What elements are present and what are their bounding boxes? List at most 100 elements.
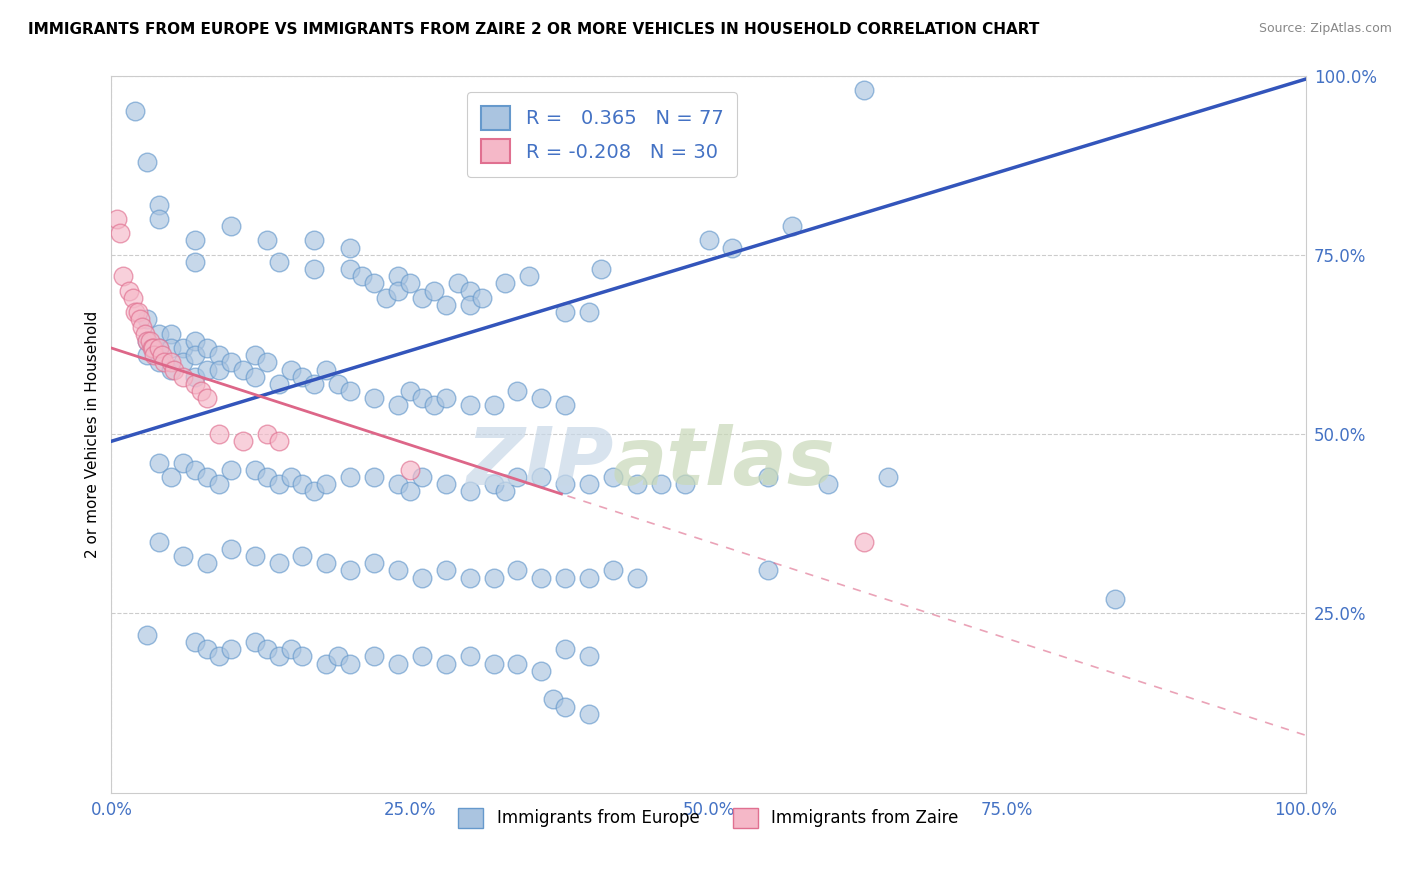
Point	[495, 484, 517, 499]
Point	[148, 341, 170, 355]
Point	[108, 227, 131, 241]
Point	[136, 154, 159, 169]
Point	[148, 456, 170, 470]
Point	[434, 391, 457, 405]
Point	[304, 484, 326, 499]
Point	[315, 477, 337, 491]
Point	[530, 570, 553, 584]
Legend: Immigrants from Europe, Immigrants from Zaire: Immigrants from Europe, Immigrants from …	[451, 801, 966, 835]
Point	[756, 470, 779, 484]
Point	[124, 104, 146, 119]
Point	[339, 563, 361, 577]
Point	[780, 219, 803, 233]
Point	[482, 398, 505, 412]
Point	[232, 362, 254, 376]
Point	[195, 391, 218, 405]
Point	[232, 434, 254, 449]
Point	[411, 570, 433, 584]
Point	[208, 348, 231, 362]
Point	[578, 706, 600, 721]
Point	[363, 391, 385, 405]
Point	[127, 305, 149, 319]
Point	[195, 470, 218, 484]
Text: atlas: atlas	[613, 424, 835, 502]
Point	[184, 635, 207, 649]
Point	[458, 398, 481, 412]
Text: IMMIGRANTS FROM EUROPE VS IMMIGRANTS FROM ZAIRE 2 OR MORE VEHICLES IN HOUSEHOLD : IMMIGRANTS FROM EUROPE VS IMMIGRANTS FRO…	[28, 22, 1039, 37]
Point	[756, 563, 779, 577]
Point	[118, 284, 141, 298]
Point	[184, 334, 207, 348]
Point	[411, 649, 433, 664]
Point	[817, 477, 839, 491]
Point	[162, 362, 184, 376]
Point	[160, 341, 183, 355]
Point	[554, 398, 576, 412]
Point	[267, 477, 290, 491]
Point	[578, 477, 600, 491]
Point	[423, 284, 446, 298]
Point	[256, 642, 278, 657]
Point	[219, 355, 242, 369]
Point	[256, 355, 278, 369]
Point	[876, 470, 898, 484]
Point	[243, 463, 266, 477]
Point	[387, 657, 409, 671]
Point	[142, 341, 165, 355]
Point	[339, 384, 361, 398]
Point	[578, 570, 600, 584]
Point	[291, 549, 314, 563]
Point	[219, 541, 242, 556]
Point	[363, 277, 385, 291]
Point	[315, 657, 337, 671]
Point	[184, 348, 207, 362]
Point	[184, 234, 207, 248]
Point	[256, 470, 278, 484]
Point	[399, 384, 422, 398]
Point	[434, 477, 457, 491]
Point	[160, 355, 183, 369]
Point	[195, 642, 218, 657]
Point	[530, 470, 553, 484]
Point	[172, 549, 194, 563]
Point	[184, 463, 207, 477]
Point	[626, 570, 648, 584]
Point	[304, 234, 326, 248]
Point	[124, 305, 146, 319]
Point	[304, 376, 326, 391]
Point	[172, 355, 194, 369]
Point	[304, 262, 326, 277]
Point	[506, 470, 529, 484]
Point	[208, 427, 231, 442]
Point	[339, 262, 361, 277]
Point	[112, 269, 135, 284]
Point	[136, 348, 159, 362]
Point	[387, 269, 409, 284]
Point	[434, 563, 457, 577]
Point	[136, 628, 159, 642]
Point	[143, 348, 166, 362]
Point	[136, 312, 159, 326]
Point	[399, 484, 422, 499]
Point	[375, 291, 398, 305]
Point	[339, 241, 361, 255]
Point	[105, 211, 128, 226]
Point	[447, 277, 470, 291]
Point	[160, 362, 183, 376]
Point	[458, 570, 481, 584]
Point	[506, 657, 529, 671]
Point	[315, 362, 337, 376]
Point	[208, 649, 231, 664]
Point	[160, 326, 183, 341]
Point	[148, 326, 170, 341]
Point	[256, 234, 278, 248]
Point	[852, 534, 875, 549]
Point	[471, 291, 494, 305]
Point	[134, 326, 156, 341]
Point	[554, 699, 576, 714]
Point	[243, 369, 266, 384]
Point	[482, 477, 505, 491]
Text: ZIP: ZIP	[465, 424, 613, 502]
Point	[148, 211, 170, 226]
Point	[387, 284, 409, 298]
